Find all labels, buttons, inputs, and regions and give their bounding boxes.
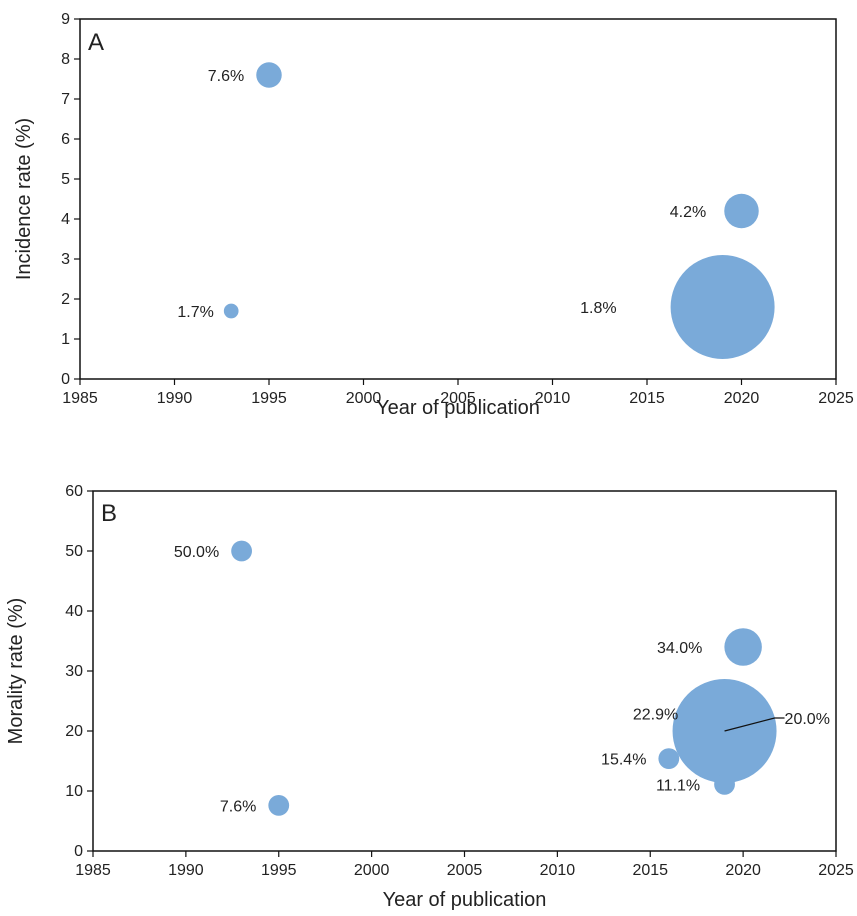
data-point bbox=[714, 774, 735, 795]
x-tick-label: 2015 bbox=[629, 390, 665, 407]
y-tick-label: 30 bbox=[65, 663, 83, 680]
x-tick-label: 1995 bbox=[261, 862, 297, 879]
x-tick-label: 1990 bbox=[157, 390, 193, 407]
x-tick-label: 1985 bbox=[75, 862, 111, 879]
data-label: 4.2% bbox=[670, 204, 706, 221]
y-tick-label: 4 bbox=[61, 211, 70, 228]
data-point bbox=[268, 795, 290, 816]
y-tick-label: 2 bbox=[61, 291, 70, 308]
data-point bbox=[231, 540, 253, 562]
data-label: 15.4% bbox=[601, 752, 646, 769]
x-tick-label: 1995 bbox=[251, 390, 287, 407]
data-point bbox=[670, 255, 775, 359]
leader-line bbox=[724, 717, 785, 732]
data-point bbox=[724, 193, 759, 229]
data-point bbox=[658, 748, 680, 769]
data-label: 50.0% bbox=[174, 544, 219, 561]
panel-letter: A bbox=[88, 29, 104, 56]
x-axis-title: Year of publication bbox=[383, 889, 547, 911]
x-tick-label: 2020 bbox=[724, 390, 760, 407]
y-tick-label: 5 bbox=[61, 171, 70, 188]
x-tick-label: 2010 bbox=[540, 862, 576, 879]
x-tick-label: 2020 bbox=[725, 862, 761, 879]
y-tick-label: 10 bbox=[65, 783, 83, 800]
data-label: 1.7% bbox=[177, 304, 213, 321]
data-point bbox=[724, 628, 762, 666]
chart-panel-a: 1985 1990 1995 2000 2005 2010 2015 2020 2025 0 1 2 3… bbox=[13, 11, 854, 419]
data-label: 20.0% bbox=[785, 711, 830, 728]
x-tick-label: 2000 bbox=[354, 862, 390, 879]
x-tick-label: 2015 bbox=[632, 862, 668, 879]
x-tick-label: 1990 bbox=[168, 862, 204, 879]
y-tick-label: 9 bbox=[61, 11, 70, 28]
y-tick-label: 6 bbox=[61, 131, 70, 148]
y-tick-label: 60 bbox=[65, 483, 83, 500]
x-tick-label: 1985 bbox=[62, 390, 98, 407]
data-point bbox=[256, 62, 282, 88]
data-point bbox=[223, 303, 239, 319]
y-tick-label: 0 bbox=[74, 843, 83, 860]
data-label: 7.6% bbox=[220, 798, 256, 815]
y-tick-label: 50 bbox=[65, 543, 83, 560]
y-tick-label: 3 bbox=[61, 251, 70, 268]
y-tick-label: 0 bbox=[61, 371, 70, 388]
y-tick-label: 40 bbox=[65, 603, 83, 620]
data-label: 7.6% bbox=[208, 68, 244, 85]
data-label: 34.0% bbox=[657, 640, 702, 657]
y-axis-title: Incidence rate (%) bbox=[13, 118, 35, 280]
x-tick-label: 2010 bbox=[535, 390, 571, 407]
chart-panel-b: 1985 1990 1995 2000 2005 2010 2015 2020 2025 0 10 2… bbox=[5, 483, 854, 911]
x-tick-label: 2000 bbox=[346, 390, 382, 407]
y-axis-title: Morality rate (%) bbox=[5, 598, 27, 745]
data-point bbox=[692, 699, 720, 728]
x-axis-title: Year of publication bbox=[376, 397, 540, 419]
y-tick-label: 8 bbox=[61, 51, 70, 68]
panel-letter: B bbox=[101, 500, 117, 527]
x-tick-label: 2025 bbox=[818, 390, 854, 407]
data-label: 11.1% bbox=[656, 777, 700, 794]
y-tick-label: 20 bbox=[65, 723, 83, 740]
x-tick-label: 2005 bbox=[447, 862, 483, 879]
data-label: 22.9% bbox=[633, 707, 678, 724]
x-tick-label: 2005 bbox=[440, 390, 476, 407]
data-label: 1.8% bbox=[580, 300, 616, 317]
y-tick-label: 7 bbox=[61, 91, 70, 108]
x-tick-label: 2025 bbox=[818, 862, 854, 879]
y-tick-label: 1 bbox=[61, 331, 70, 348]
